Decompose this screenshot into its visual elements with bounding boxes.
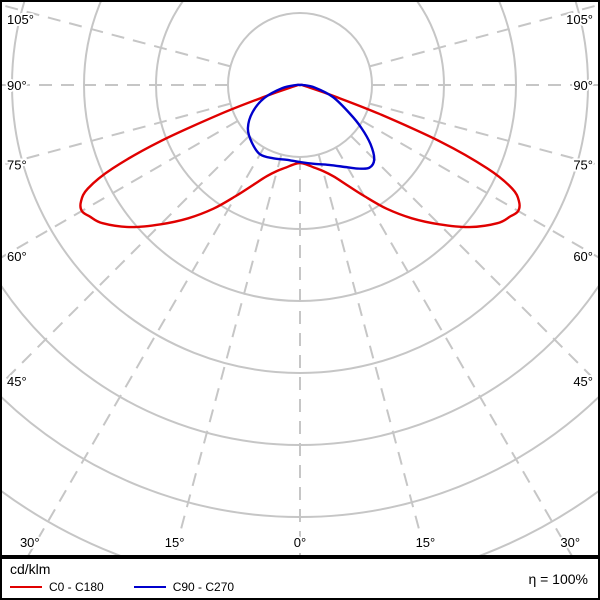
- angle-label: 0°: [294, 535, 306, 550]
- c0-c180-line-swatch: [10, 586, 42, 588]
- angle-label: 75°: [7, 157, 27, 172]
- grid-ray: [2, 135, 250, 385]
- angle-label: 60°: [7, 249, 27, 264]
- c90-c270-curve: [246, 83, 376, 170]
- c0-c180-label: C0 - C180: [49, 580, 104, 594]
- grid-ray: [2, 4, 231, 68]
- legend-items: C0 - C180 C90 - C270: [10, 580, 234, 594]
- grid-ray: [335, 146, 573, 555]
- angle-label: 45°: [573, 374, 593, 389]
- grid-circle: [11, 2, 589, 374]
- grid-ray: [369, 102, 598, 166]
- angle-label: 30°: [20, 535, 40, 550]
- angle-label: 45°: [7, 374, 27, 389]
- legend-item-c0-c180: C0 - C180: [10, 580, 104, 594]
- angle-label: 105°: [566, 12, 593, 27]
- units-label: cd/klm: [10, 561, 51, 577]
- efficiency-label: η = 100%: [528, 570, 588, 587]
- angle-label: 90°: [7, 78, 27, 93]
- grid-circle: [155, 2, 445, 230]
- legend-bar: cd/klm C0 - C180 C90 - C270 η = 100%: [0, 557, 600, 600]
- angle-label: 60°: [573, 249, 593, 264]
- grid-ray: [350, 135, 598, 385]
- polar-chart-svg: 105° 90° 75° 60° 45° 30° 15° 0° 15° 30° 45° 60° 75° 9…: [0, 0, 600, 557]
- c90-c270-label: C90 - C270: [172, 580, 235, 594]
- grid-ray: [2, 120, 239, 259]
- c90-c270-line-swatch: [133, 586, 166, 588]
- angle-label: 105°: [7, 12, 34, 27]
- angle-label: 75°: [573, 157, 593, 172]
- plot-border: [0, 0, 600, 557]
- grid-ray: [317, 154, 427, 555]
- angle-label: 15°: [416, 535, 436, 550]
- legend-item-c90-c270: C90 - C270: [133, 580, 235, 594]
- grid-ray: [173, 154, 283, 555]
- angle-label: 15°: [165, 535, 185, 550]
- grid-ray: [2, 102, 231, 166]
- grid-ray: [27, 146, 265, 555]
- grid-ray: [361, 120, 598, 259]
- angle-label: 30°: [560, 535, 580, 550]
- grid-ray: [369, 4, 598, 68]
- grid-circle: [2, 396, 598, 518]
- angle-label: 90°: [573, 78, 593, 93]
